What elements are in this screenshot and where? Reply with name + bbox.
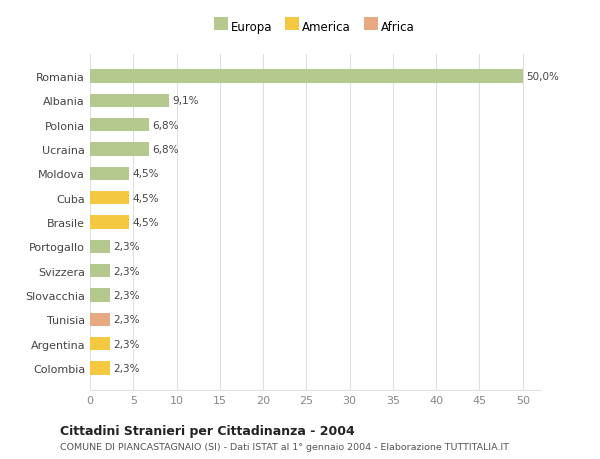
Text: 6,8%: 6,8% bbox=[152, 121, 179, 130]
Text: 6,8%: 6,8% bbox=[152, 145, 179, 155]
Bar bbox=[90, 289, 110, 302]
Bar bbox=[90, 240, 110, 253]
Legend: Europa, America, Africa: Europa, America, Africa bbox=[212, 17, 418, 38]
Text: 4,5%: 4,5% bbox=[133, 169, 159, 179]
Bar bbox=[90, 216, 129, 230]
Bar bbox=[90, 168, 129, 181]
Text: 2,3%: 2,3% bbox=[113, 291, 140, 301]
Text: 2,3%: 2,3% bbox=[113, 266, 140, 276]
Bar bbox=[90, 313, 110, 326]
Text: COMUNE DI PIANCASTAGNAIO (SI) - Dati ISTAT al 1° gennaio 2004 - Elaborazione TUT: COMUNE DI PIANCASTAGNAIO (SI) - Dati IST… bbox=[60, 442, 509, 451]
Bar bbox=[90, 362, 110, 375]
Text: 2,3%: 2,3% bbox=[113, 339, 140, 349]
Text: 2,3%: 2,3% bbox=[113, 315, 140, 325]
Bar bbox=[90, 119, 149, 132]
Bar bbox=[90, 264, 110, 278]
Bar bbox=[90, 70, 523, 84]
Bar bbox=[90, 337, 110, 351]
Text: 4,5%: 4,5% bbox=[133, 218, 159, 228]
Text: 2,3%: 2,3% bbox=[113, 363, 140, 373]
Text: 2,3%: 2,3% bbox=[113, 242, 140, 252]
Bar bbox=[90, 192, 129, 205]
Text: 9,1%: 9,1% bbox=[172, 96, 199, 106]
Text: Cittadini Stranieri per Cittadinanza - 2004: Cittadini Stranieri per Cittadinanza - 2… bbox=[60, 425, 355, 437]
Bar bbox=[90, 143, 149, 157]
Text: 50,0%: 50,0% bbox=[526, 72, 559, 82]
Text: 4,5%: 4,5% bbox=[133, 193, 159, 203]
Bar bbox=[90, 95, 169, 108]
